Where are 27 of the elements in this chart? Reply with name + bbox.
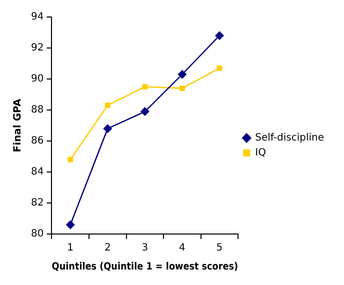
point bbox=[142, 84, 148, 90]
y-tick-label: 90 bbox=[30, 74, 44, 85]
y-tick-label: 84 bbox=[30, 166, 44, 178]
x-tick-label: 5 bbox=[216, 242, 223, 254]
y-tick-label: 80 bbox=[30, 228, 44, 240]
point bbox=[68, 156, 74, 162]
point bbox=[214, 31, 224, 40]
point bbox=[216, 65, 222, 71]
x-tick-label: 4 bbox=[179, 242, 186, 254]
x-axis-title: Quintiles (Quintile 1 = lowest scores) bbox=[52, 261, 238, 273]
x-tick-label: 2 bbox=[104, 242, 111, 254]
legend-label: IQ bbox=[255, 148, 266, 159]
x-tick-label: 1 bbox=[67, 242, 74, 254]
point bbox=[140, 107, 150, 116]
legend-label: Self-discipline bbox=[255, 132, 324, 144]
point bbox=[103, 124, 112, 134]
y-tick-label: 88 bbox=[30, 104, 44, 116]
point bbox=[178, 70, 187, 79]
y-tick-label: 82 bbox=[30, 198, 44, 209]
point bbox=[66, 220, 75, 230]
y-tick-label: 86 bbox=[30, 136, 44, 147]
y-axis-title: Final GPA bbox=[12, 98, 24, 152]
point bbox=[104, 102, 110, 108]
point bbox=[180, 86, 185, 91]
y-tick-label: 94 bbox=[30, 12, 44, 23]
y-tick-label: 92 bbox=[30, 42, 44, 54]
x-tick-label: 3 bbox=[142, 242, 148, 254]
